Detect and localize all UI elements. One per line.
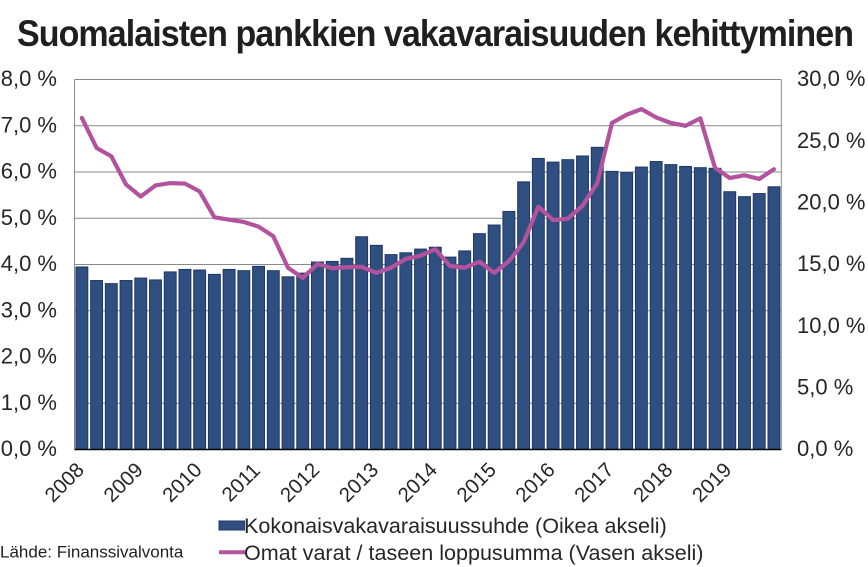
svg-text:5,0 %: 5,0 % [797, 374, 853, 399]
svg-text:Omat varat / taseen loppusumma: Omat varat / taseen loppusumma (Vasen ak… [244, 540, 703, 565]
svg-text:5,0 %: 5,0 % [1, 205, 57, 230]
svg-text:Kokonaisvakavaraisuussuhde (Oi: Kokonaisvakavaraisuussuhde (Oikea akseli… [244, 513, 667, 538]
svg-text:2,0 %: 2,0 % [1, 344, 57, 369]
svg-text:30,0 %: 30,0 % [797, 66, 866, 91]
svg-text:Lähde: Finanssivalvonta: Lähde: Finanssivalvonta [0, 543, 184, 562]
svg-text:4,0 %: 4,0 % [1, 251, 57, 276]
svg-text:0,0 %: 0,0 % [797, 436, 853, 461]
svg-text:1,0 %: 1,0 % [1, 390, 57, 415]
svg-text:7,0 %: 7,0 % [1, 112, 57, 137]
svg-text:10,0 %: 10,0 % [797, 313, 866, 338]
svg-text:6,0 %: 6,0 % [1, 159, 57, 184]
svg-text:25,0 %: 25,0 % [797, 128, 866, 153]
svg-text:20,0 %: 20,0 % [797, 189, 866, 214]
svg-text:Suomalaisten pankkien vakavara: Suomalaisten pankkien vakavaraisuuden ke… [17, 13, 853, 55]
svg-text:3,0 %: 3,0 % [1, 297, 57, 322]
svg-text:15,0 %: 15,0 % [797, 251, 866, 276]
svg-text:8,0 %: 8,0 % [1, 66, 57, 91]
svg-text:0,0 %: 0,0 % [1, 436, 57, 461]
